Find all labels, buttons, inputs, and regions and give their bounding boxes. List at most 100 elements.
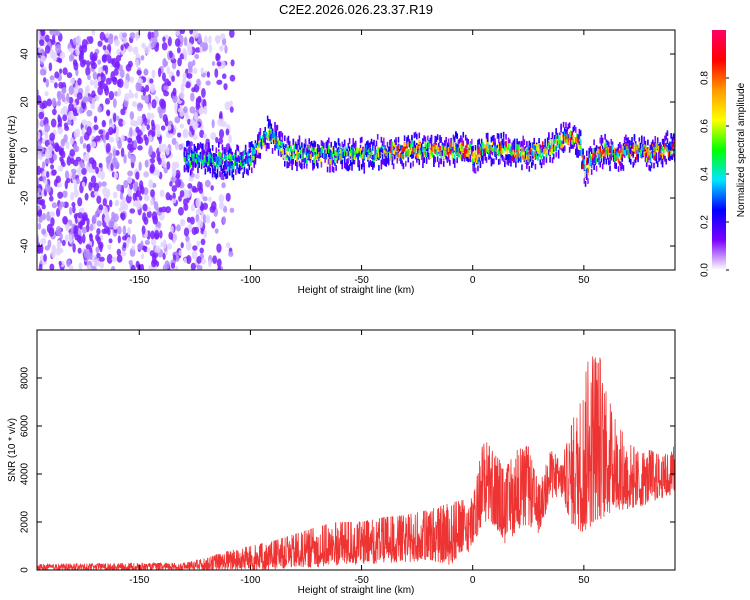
ridge-cell (376, 152, 379, 158)
ridge-cell (250, 151, 253, 157)
noise-blob (42, 77, 47, 83)
ridge-cell (583, 159, 586, 165)
ridge-cell (561, 143, 564, 149)
noise-blob (104, 215, 111, 224)
noise-blob (176, 69, 180, 77)
ridge-cell (629, 144, 632, 151)
noise-blob (38, 263, 43, 270)
ridge-cell (455, 131, 457, 138)
ridge-cell (563, 131, 566, 137)
ridge-cell (560, 123, 562, 130)
ridge-cell (376, 133, 379, 140)
ridge-cell (202, 143, 204, 150)
ridge-cell (489, 149, 491, 156)
ridge-cell (276, 139, 279, 145)
ridge-cell (204, 157, 207, 162)
ridge-cell (664, 142, 666, 148)
noise-blob (189, 106, 196, 114)
ridge-cell (497, 138, 500, 145)
ridge-cell (601, 163, 604, 170)
ridge-cell (658, 150, 660, 157)
ridge-cell (271, 148, 274, 154)
ridge-cell (654, 153, 657, 159)
ridge-cell (193, 148, 196, 154)
ridge-cell (361, 163, 363, 170)
ridge-cell (466, 152, 468, 157)
ridge-cell (200, 143, 203, 150)
ridge-cell (247, 151, 249, 157)
noise-blob (166, 243, 173, 250)
noise-blob (176, 46, 181, 54)
ridge-cell (590, 156, 593, 162)
ridge-cell (649, 144, 652, 151)
ridge-cell (403, 142, 406, 148)
ridge-cell (527, 157, 529, 163)
noise-blob (62, 190, 68, 198)
ridge-cell (508, 148, 511, 153)
ridge-cell (411, 134, 413, 141)
noise-blob (144, 95, 150, 104)
noise-blob (223, 83, 228, 91)
noise-blob (79, 136, 84, 145)
ridge-cell (557, 135, 560, 141)
ridge-cell (298, 153, 301, 158)
ridge-cell (522, 154, 524, 160)
ridge-cell (349, 160, 352, 166)
noise-blob (229, 74, 236, 82)
ridge-cell (188, 149, 191, 155)
x-tick-label: -100 (240, 275, 260, 286)
noise-blob (194, 30, 199, 39)
ridge-cell (439, 158, 441, 164)
x-tick-label: 0 (470, 275, 476, 286)
ridge-cell (600, 152, 603, 157)
ridge-cell (467, 146, 469, 152)
ridge-cell (413, 140, 416, 146)
ridge-cell (304, 157, 307, 164)
ridge-cell (400, 145, 402, 151)
noise-blob (49, 132, 56, 142)
noise-blob (218, 201, 225, 210)
ridge-cell (269, 132, 271, 138)
noise-blob (99, 31, 106, 41)
ridge-cell (266, 133, 269, 139)
ridge-cell (394, 153, 396, 160)
ridge-cell (368, 154, 370, 160)
ridge-cell (301, 142, 303, 149)
ridge-cell (478, 156, 480, 162)
ridge-cell (365, 152, 368, 157)
ridge-cell (501, 138, 504, 145)
ridge-cell (609, 158, 611, 165)
ridge-cell (305, 150, 308, 156)
noise-blob (103, 206, 108, 216)
ridge-cell (383, 152, 385, 158)
ridge-cell (302, 151, 304, 157)
ridge-cell (268, 132, 270, 138)
noise-blob (51, 202, 58, 209)
ridge-cell (274, 121, 276, 128)
noise-blob (189, 30, 193, 35)
ridge-cell (193, 143, 196, 150)
noise-blob (150, 230, 155, 240)
ridge-cell (539, 159, 542, 166)
ridge-cell (233, 160, 236, 166)
ridge-cell (508, 157, 511, 163)
ridge-cell (230, 154, 232, 160)
ridge-cell (346, 151, 348, 156)
ridge-cell (414, 153, 417, 160)
ridge-cell (302, 148, 304, 154)
ridge-cell (472, 165, 474, 172)
ridge-cell (312, 164, 314, 171)
ridge-cell (466, 143, 468, 148)
ridge-cell (609, 145, 611, 151)
ridge-cell (467, 138, 469, 145)
noise-blob (78, 262, 83, 270)
ridge-cell (304, 147, 307, 153)
ridge-cell (539, 149, 542, 155)
ridge-cell (279, 131, 281, 137)
noise-blob (177, 107, 184, 113)
ridge-cell (351, 144, 353, 151)
ridge-cell (521, 164, 523, 171)
ridge-cell (266, 115, 269, 122)
noise-blob (57, 90, 63, 101)
ridge-cell (337, 149, 340, 154)
